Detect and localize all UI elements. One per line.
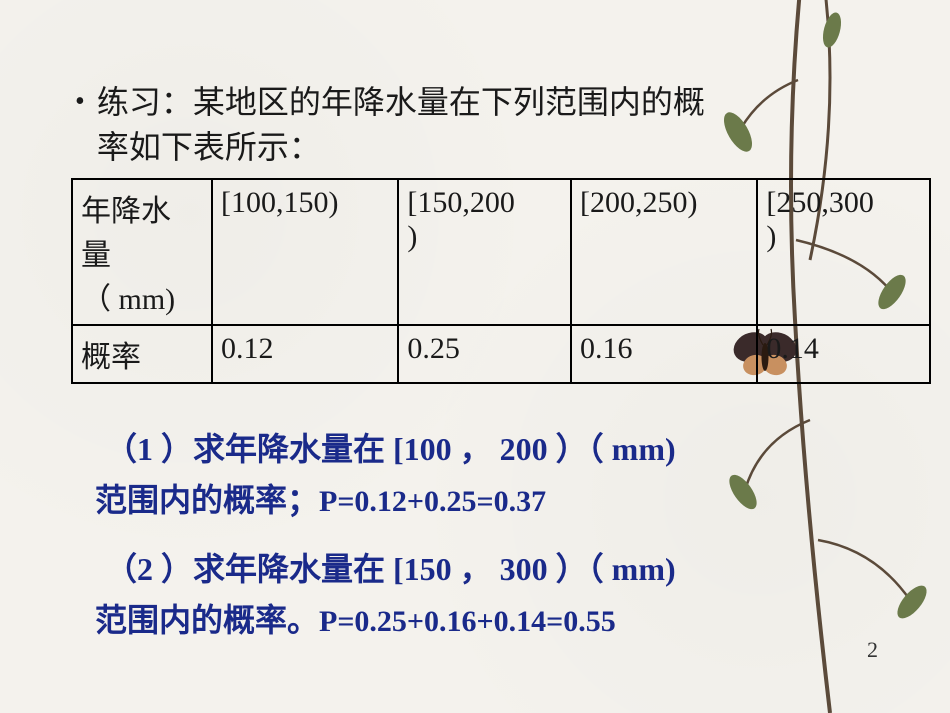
q2-line1: （2 ）求年降水量在 [150 ， 300 ）（ mm): [95, 544, 910, 595]
col-header-2: [150,200 ): [407, 186, 515, 253]
col-header-0: 年降水 量 （ mm): [81, 195, 175, 316]
question-1: （1 ）求年降水量在 [100 ， 200 ）（ mm) 范围内的概率；P=0.…: [95, 424, 910, 526]
col-header-4: [250,300 ): [766, 186, 874, 253]
col-header-3: [200,250): [580, 186, 697, 219]
probability-table: 年降水 量 （ mm) [100,150) [150,200 ) [200,25…: [71, 178, 910, 384]
q1-line1: （1 ）求年降水量在 [100 ， 200 ）（ mm): [95, 424, 910, 475]
question-2: （2 ）求年降水量在 [150 ， 300 ）（ mm) 范围内的概率。P=0.…: [95, 544, 910, 646]
col-header-1: [100,150): [221, 186, 338, 219]
q2-line2-prefix: 范围内的概率。: [95, 602, 319, 638]
table-row: 概率 0.12 0.25 0.16 0.14: [72, 325, 930, 383]
cell-2: 0.16: [580, 332, 633, 365]
q1-answer: P=0.12+0.25=0.37: [319, 485, 546, 518]
bullet-glyph: •: [75, 80, 85, 125]
table-header-row: 年降水 量 （ mm) [100,150) [150,200 ) [200,25…: [72, 179, 930, 325]
q1-line2-prefix: 范围内的概率；: [95, 482, 319, 518]
intro-line-1: 练习：某地区的年降水量在下列范围内的概: [97, 84, 705, 120]
cell-3: 0.14: [766, 332, 819, 365]
cell-1: 0.25: [407, 332, 460, 365]
row-label: 概率: [81, 341, 141, 374]
intro-paragraph: • 练习：某地区的年降水量在下列范围内的概 率如下表所示：: [75, 80, 910, 170]
intro-line-2: 率如下表所示：: [97, 129, 321, 165]
cell-0: 0.12: [221, 332, 274, 365]
q2-answer: P=0.25+0.16+0.14=0.55: [319, 605, 616, 638]
